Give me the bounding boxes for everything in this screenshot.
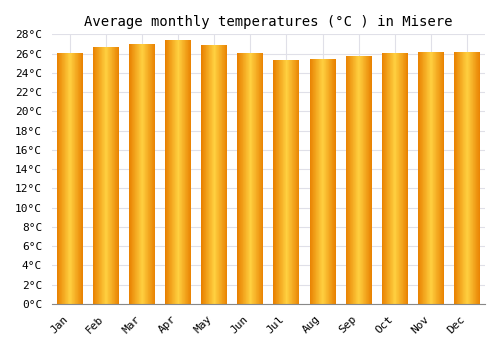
Title: Average monthly temperatures (°C ) in Misere: Average monthly temperatures (°C ) in Mi… [84,15,452,29]
